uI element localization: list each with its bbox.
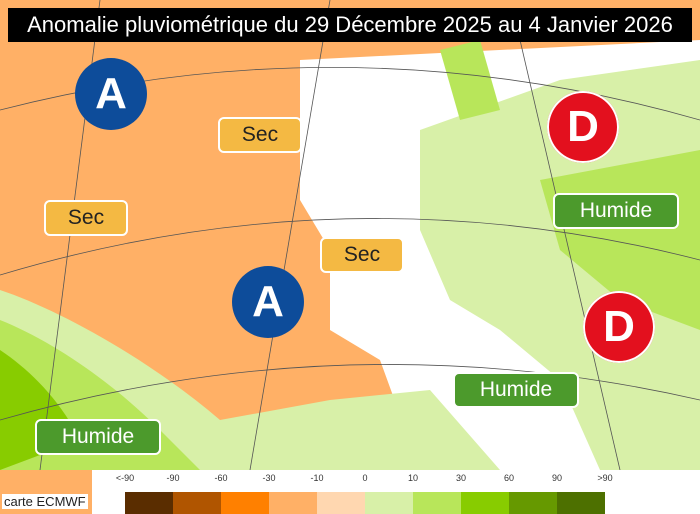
legend-tick-label: 30 bbox=[455, 473, 467, 483]
legend-swatch bbox=[509, 492, 557, 514]
legend-tick-label: >90 bbox=[597, 473, 613, 483]
legend-tick-label: 10 bbox=[407, 473, 419, 483]
legend-tick-label: 0 bbox=[362, 473, 368, 483]
credit-text: carte ECMWF bbox=[2, 494, 88, 509]
legend-swatch bbox=[461, 492, 509, 514]
legend-swatch bbox=[221, 492, 269, 514]
legend-tick-label: -90 bbox=[166, 473, 180, 483]
legend-tick-label: -60 bbox=[214, 473, 228, 483]
high-pressure-marker: A bbox=[232, 266, 304, 338]
legend-swatch bbox=[413, 492, 461, 514]
legend-tick-label: 90 bbox=[551, 473, 563, 483]
dry-label: Sec bbox=[218, 117, 302, 153]
wet-area bbox=[440, 40, 500, 120]
legend-tick-label: 60 bbox=[503, 473, 515, 483]
dry-label: Sec bbox=[320, 237, 404, 273]
high-pressure-marker: A bbox=[75, 58, 147, 130]
wet-label: Humide bbox=[453, 372, 579, 408]
legend-tick-label: -10 bbox=[310, 473, 324, 483]
legend-tick-label: -30 bbox=[262, 473, 276, 483]
legend-tick-label: <-90 bbox=[115, 473, 135, 483]
legend-swatch bbox=[317, 492, 365, 514]
legend-swatch bbox=[173, 492, 221, 514]
legend-swatch bbox=[365, 492, 413, 514]
legend-swatch bbox=[125, 492, 173, 514]
wet-area bbox=[420, 60, 700, 470]
legend-swatch bbox=[557, 492, 605, 514]
color-legend: <-90 -90 -60 -30 -10 0 10 30 60 90 >90 bbox=[92, 470, 700, 514]
map-title: Anomalie pluviométrique du 29 Décembre 2… bbox=[8, 8, 692, 42]
legend-swatch bbox=[269, 492, 317, 514]
low-pressure-marker: D bbox=[547, 91, 619, 163]
wet-label: Humide bbox=[553, 193, 679, 229]
wet-label: Humide bbox=[35, 419, 161, 455]
low-pressure-marker: D bbox=[583, 291, 655, 363]
dry-label: Sec bbox=[44, 200, 128, 236]
